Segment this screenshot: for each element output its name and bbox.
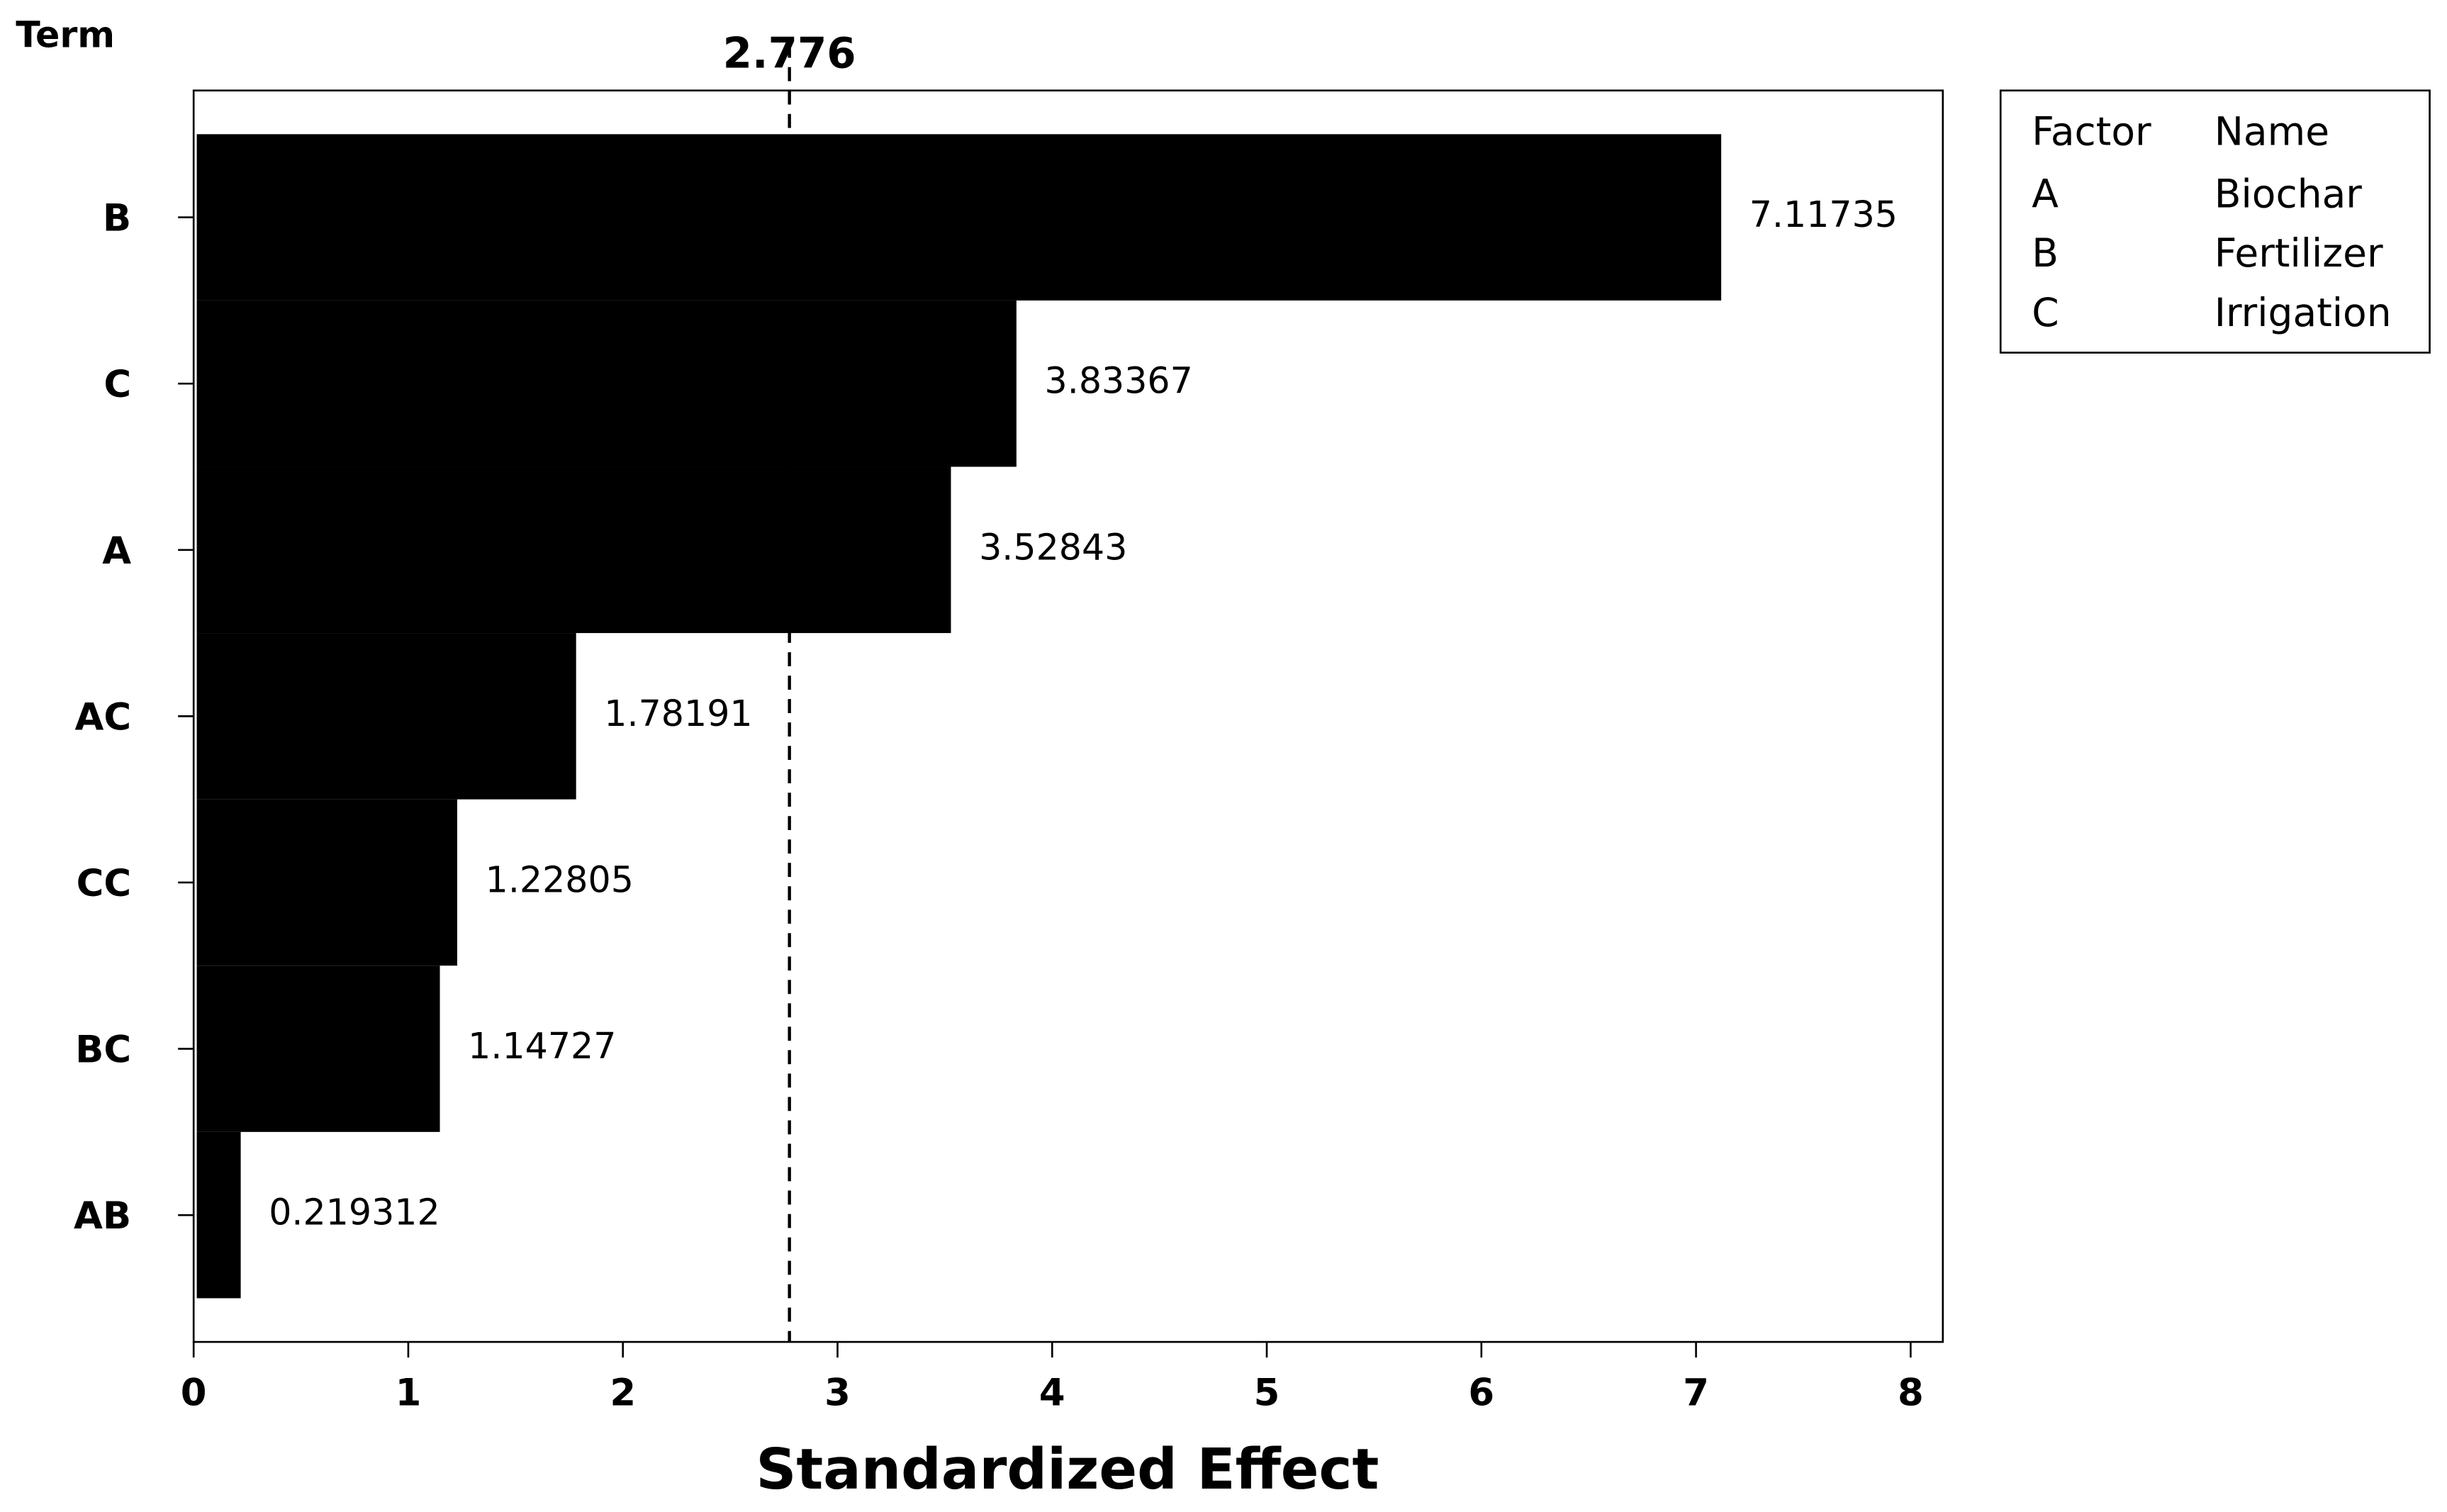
y-tick-label: AC bbox=[74, 695, 131, 739]
value-label: 0.219312 bbox=[269, 1192, 439, 1233]
value-label: 1.14727 bbox=[468, 1025, 616, 1067]
value-label: 7.11735 bbox=[1749, 194, 1898, 235]
x-tick-label: 7 bbox=[1683, 1372, 1709, 1415]
x-tick-label: 0 bbox=[181, 1372, 207, 1415]
legend-cell: C bbox=[2032, 290, 2059, 335]
bar bbox=[196, 1131, 241, 1299]
legend-cell: A bbox=[2032, 171, 2059, 216]
bar bbox=[196, 633, 576, 800]
bar bbox=[196, 134, 1722, 301]
x-axis-title: Standardized Effect bbox=[756, 1436, 1379, 1502]
value-label: 1.22805 bbox=[486, 858, 634, 900]
x-tick-label: 3 bbox=[824, 1372, 851, 1415]
y-tick-label: B bbox=[103, 197, 131, 240]
x-tick-label: 4 bbox=[1039, 1372, 1065, 1415]
bar bbox=[196, 965, 440, 1132]
legend-box bbox=[1999, 89, 2431, 354]
y-tick-label: A bbox=[102, 530, 131, 573]
x-tick-label: 2 bbox=[610, 1372, 636, 1415]
reference-label: 2.776 bbox=[723, 29, 856, 78]
x-tick-label: 1 bbox=[396, 1372, 422, 1415]
y-axis-title: Term bbox=[16, 13, 115, 55]
legend-cell: Biochar bbox=[2214, 171, 2363, 216]
x-tick-label: 5 bbox=[1254, 1372, 1280, 1415]
legend-header: Name bbox=[2214, 108, 2329, 154]
x-tick-label: 8 bbox=[1898, 1372, 1924, 1415]
y-tick-label: CC bbox=[77, 862, 132, 905]
legend-cell: Irrigation bbox=[2214, 290, 2392, 335]
value-label: 1.78191 bbox=[604, 693, 752, 734]
bar bbox=[196, 300, 1017, 467]
bar bbox=[196, 466, 951, 634]
y-tick-label: AB bbox=[74, 1194, 131, 1238]
legend-header: Factor bbox=[2032, 108, 2151, 154]
bar bbox=[196, 799, 458, 966]
y-tick-label: BC bbox=[75, 1029, 131, 1072]
value-label: 3.83367 bbox=[1045, 360, 1193, 402]
value-label: 3.52843 bbox=[979, 526, 1127, 568]
y-tick-label: C bbox=[103, 363, 131, 406]
legend-cell: Fertilizer bbox=[2214, 230, 2383, 276]
legend-cell: B bbox=[2032, 230, 2059, 276]
x-tick-label: 6 bbox=[1468, 1372, 1494, 1415]
